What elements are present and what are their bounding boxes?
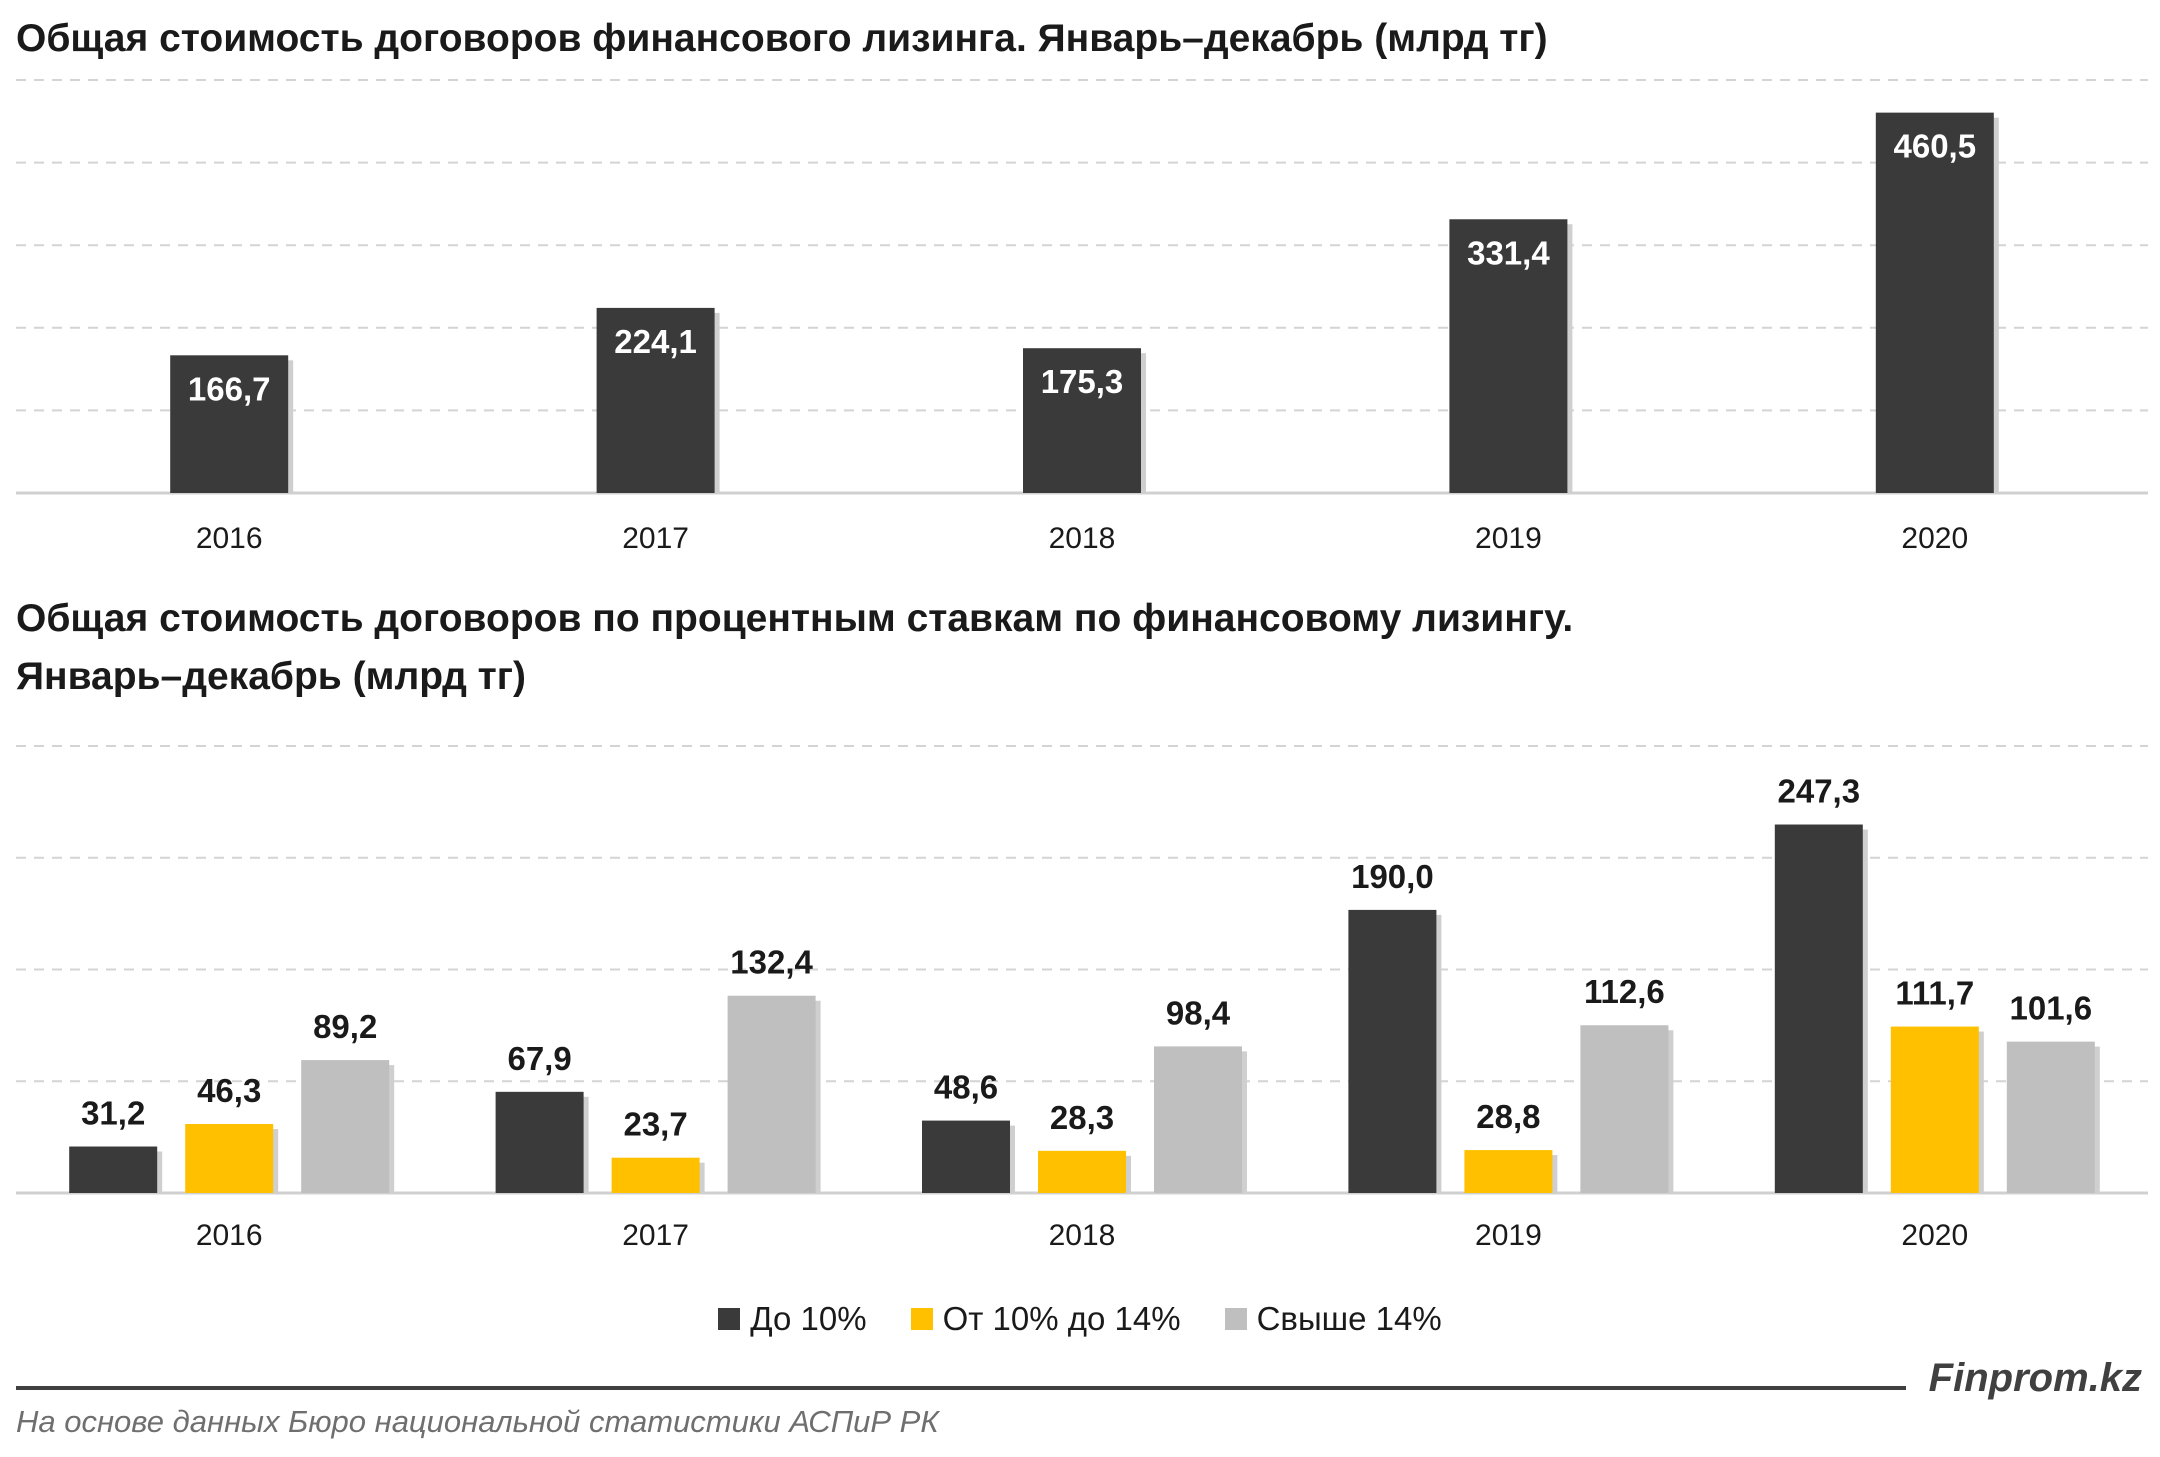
bar — [1464, 1150, 1553, 1193]
legend-swatch-2 — [910, 1308, 933, 1330]
legend-swatch-3 — [1224, 1308, 1247, 1330]
data-label: 28,8 — [1476, 1098, 1540, 1135]
data-label: 48,6 — [934, 1069, 998, 1106]
bar — [1023, 348, 1141, 493]
bar — [185, 1124, 274, 1193]
footer-divider — [16, 1386, 1906, 1390]
bar — [170, 355, 289, 493]
bar — [69, 1146, 158, 1193]
brand-logo: Finprom.kz — [1928, 1356, 2142, 1400]
chart-bottom: 31,2 46,3 89,2 2016 67,9 23,7 132,4 2017 48,6 28,… — [16, 745, 2148, 1252]
data-label: 224,1 — [614, 323, 697, 360]
x-tick-label: 2020 — [1901, 1219, 1968, 1252]
legend-swatch-1 — [718, 1308, 741, 1330]
data-label: 111,7 — [1895, 975, 1974, 1012]
legend-label-2: От 10% до 14% — [942, 1300, 1181, 1337]
legend-item-2: От 10% до 14% — [910, 1300, 1181, 1338]
data-label: 98,4 — [1166, 994, 1231, 1031]
legend: До 10% От 10% до 14% Свыше 14% — [0, 1300, 2160, 1338]
chart-title-bottom-line1: Общая стоимость договоров по процентным … — [16, 597, 1574, 640]
data-label: 166,7 — [188, 370, 271, 407]
bar — [1038, 1150, 1126, 1193]
x-tick-label: 2019 — [1475, 1219, 1542, 1252]
data-label: 132,4 — [730, 944, 813, 981]
bar — [611, 1157, 700, 1193]
bar — [1348, 909, 1437, 1193]
data-label: 460,5 — [1894, 128, 1977, 165]
data-label: 112,6 — [1584, 973, 1665, 1010]
x-tick-label: 2016 — [196, 522, 263, 555]
data-label: 247,3 — [1778, 773, 1861, 810]
bar — [922, 1120, 1010, 1193]
legend-label-1: До 10% — [750, 1300, 867, 1337]
bar — [1580, 1025, 1669, 1193]
data-label: 190,0 — [1351, 858, 1434, 895]
data-label: 67,9 — [507, 1040, 571, 1077]
data-label: 175,3 — [1041, 363, 1124, 400]
x-tick-label: 2018 — [1049, 522, 1116, 555]
x-tick-label: 2020 — [1901, 522, 1968, 555]
chart-top: 166,7 2016 224,1 2017 175,3 2018 331,4 2019 460,… — [16, 79, 2148, 555]
bar — [596, 307, 715, 493]
chart-title-top: Общая стоимость договоров финансового ли… — [16, 17, 1548, 60]
x-tick-label: 2017 — [622, 1219, 689, 1252]
data-label: 28,3 — [1050, 1099, 1114, 1136]
legend-item-3: Свыше 14% — [1224, 1300, 1442, 1338]
source-note: На основе данных Бюро национальной стати… — [16, 1404, 939, 1439]
bar — [1154, 1046, 1242, 1193]
chart-title-bottom-line2: Январь–декабрь (млрд тг) — [16, 655, 526, 698]
bar — [1774, 824, 1863, 1193]
x-tick-label: 2018 — [1049, 1219, 1116, 1252]
bar — [1890, 1026, 1979, 1193]
x-tick-label: 2017 — [622, 522, 689, 555]
data-label: 46,3 — [197, 1072, 261, 1109]
data-label: 101,6 — [2010, 990, 2093, 1027]
bar — [301, 1060, 390, 1193]
x-tick-label: 2016 — [196, 1219, 263, 1252]
data-label: 23,7 — [623, 1106, 687, 1143]
legend-item-1: До 10% — [718, 1300, 867, 1338]
bar — [495, 1091, 584, 1193]
data-label: 89,2 — [313, 1008, 377, 1045]
bar — [1449, 219, 1568, 493]
legend-label-3: Свыше 14% — [1256, 1300, 1442, 1337]
data-label: 31,2 — [81, 1095, 145, 1132]
bar — [2006, 1041, 2095, 1193]
x-tick-label: 2019 — [1475, 522, 1542, 555]
bar — [1875, 112, 1994, 493]
data-label: 331,4 — [1467, 234, 1550, 271]
bar — [727, 995, 816, 1193]
